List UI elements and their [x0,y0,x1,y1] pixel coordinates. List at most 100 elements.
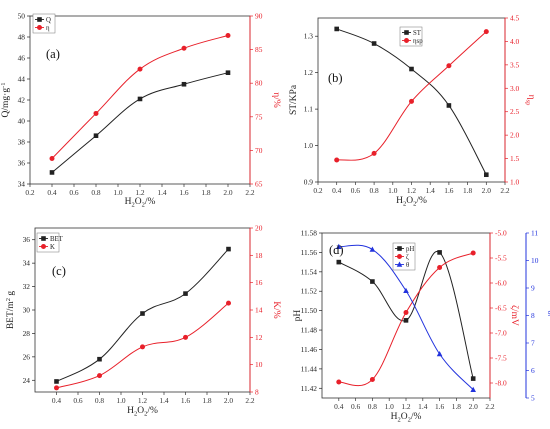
y-tick-label-left: 36 [23,235,31,244]
y-tick-label-left: 48 [18,33,26,42]
y-tick-label-right: 65 [255,180,263,189]
y-tick-label-right: 4.0 [510,37,520,46]
data-point-BET [54,379,59,384]
x-tick-label: 1.2 [407,186,417,195]
legend-marker [404,30,409,35]
x-tick-label: 1.4 [157,188,167,197]
y-tick-label-left: 11.46 [301,345,318,354]
series-line-Q [51,72,229,173]
data-point-Q [137,96,143,102]
y-axis-label-right: ζ/mV [509,305,520,326]
data-point-pH [470,376,476,381]
data-point-ζ [437,265,443,270]
data-point-η [137,66,143,72]
series-line-pH [338,251,474,379]
y-tick-label-right2: 10 [531,256,539,265]
y-tick-label-left: 1.1 [304,105,314,114]
data-point-ST [371,41,377,46]
x-tick-label: 0.6 [69,188,79,197]
data-point-K [140,344,145,350]
y-tick-label-right: 12 [255,333,263,342]
data-point-ST [409,66,414,72]
data-point-ηsp [334,157,340,163]
data-point-ζ [369,377,375,382]
y-tick-label-left: 32 [23,282,31,291]
legend-label: K [50,244,55,251]
y-axis-label-right: K/% [271,301,281,319]
y-tick-label-right: 8 [255,388,259,397]
data-point-ηsp [483,29,489,35]
data-point-η [49,155,55,161]
chart-panel-b: 0.2 0.4 0.6 0.8 1.0 1.2 1.4 1.6 1.8 2.0 2.2 H2O2/% 0… [289,14,536,208]
y-tick-label-left: 30 [23,306,31,315]
y-tick-label-right: 80 [255,79,263,88]
x-tick-label: 1.4 [418,402,428,411]
y-tick-label-left: 11.42 [301,384,318,393]
data-point-Q [93,133,99,138]
data-point-BET [226,246,231,252]
x-tick-label: 1.2 [401,402,411,411]
x-tick-label: 1.8 [463,186,473,195]
legend-label: ST [413,30,422,37]
y-tick-label-right: 14 [255,306,263,315]
y-tick-label-left: 0.9 [304,178,314,187]
y-tick-label-right2: 11 [531,229,538,238]
x-axis-label: H2O2/% [125,197,156,209]
y-tick-label-right: 90 [255,12,263,21]
y-tick-label-left: 46 [18,54,26,63]
x-tick-label: 1.8 [202,396,212,405]
y-tick-label-left: 42 [18,96,26,105]
y-tick-label-left: 1.0 [304,141,314,150]
y-tick-label-right: 75 [255,112,263,121]
y-tick-label-right: -7.0 [495,329,507,338]
data-point-ζ [336,379,342,385]
x-tick-label: 1.0 [388,186,398,195]
y-axis-label-left: BET/m2 g [5,291,16,330]
y-tick-label-left: 40 [18,117,26,126]
y-axis-label-left: pH [293,310,303,322]
x-tick-label: 1.2 [138,396,148,405]
y-tick-label-left: 1.3 [304,32,314,41]
y-tick-label-right: -6.0 [495,279,507,288]
x-tick-label: 1.4 [426,186,436,195]
y-tick-label-left: 44 [18,75,26,84]
legend-box [32,13,56,34]
x-tick-label: 1.8 [201,188,211,197]
data-point-ST [446,103,452,108]
y-tick-label-left: 28 [23,329,31,338]
x-tick-label: 0.6 [73,396,83,405]
data-point-ηsp [409,98,414,104]
plot-frame [34,227,251,393]
data-point-θ [403,287,409,293]
y-tick-label-left: 11.44 [301,364,318,373]
x-tick-label: 0.6 [351,402,361,411]
legend-marker [37,25,42,30]
x-tick-label: 0.4 [334,402,344,411]
panel-label: (b) [328,71,343,85]
legend-label: η [46,25,50,32]
y-axis-label-right: ηsp [525,95,537,106]
y-tick-label-left: 11.58 [301,229,318,238]
data-point-θ [436,351,443,357]
y-tick-label-right: 3.0 [510,84,520,93]
y-tick-label-left: 24 [23,376,31,385]
x-tick-label: 2.0 [224,396,234,405]
y-tick-label-right2: 7 [531,339,535,348]
y-tick-label-right: 70 [255,146,263,155]
x-tick-label: 2.0 [482,186,492,195]
x-axis-label: H2O2/% [391,412,422,424]
x-tick-label: 2.2 [245,396,255,405]
y-tick-label-right: 2.0 [510,131,520,140]
chart-panel-d: 0.4 0.6 0.8 1.0 1.2 1.4 1.6 1.8 2.0 2.2 H2O2/% 11.4… [293,229,550,424]
y-tick-label-left: 11.50 [301,306,318,315]
y-tick-label-left: 11.54 [301,267,318,276]
x-tick-label: 0.8 [91,188,101,197]
data-point-BET [140,311,145,316]
x-tick-label: 0.6 [351,186,361,195]
x-tick-label: 0.8 [95,396,105,405]
data-point-ζ [470,250,476,256]
